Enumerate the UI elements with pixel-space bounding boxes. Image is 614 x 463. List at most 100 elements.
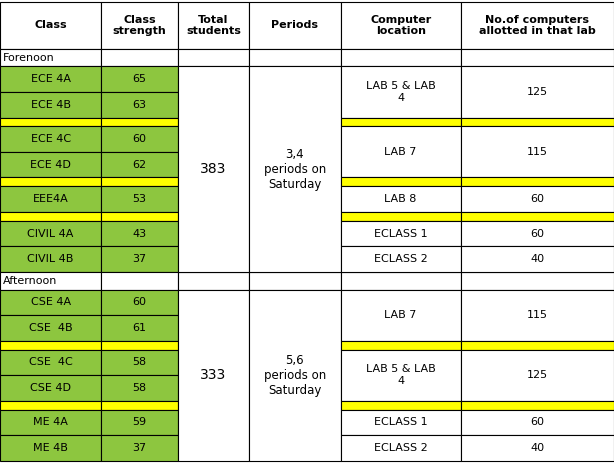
Bar (101, 177, 178, 187)
Text: 60: 60 (530, 229, 544, 238)
Bar (460, 67, 614, 118)
Bar (460, 118, 614, 126)
Bar (341, 272, 460, 290)
Text: 40: 40 (530, 443, 545, 453)
Bar (460, 350, 614, 400)
Bar (178, 67, 249, 272)
Bar (341, 290, 460, 341)
Text: 61: 61 (133, 323, 147, 333)
Bar (341, 212, 460, 221)
Bar (101, 350, 178, 375)
Bar (101, 410, 178, 435)
Bar (460, 246, 614, 272)
Bar (460, 341, 614, 350)
Text: ECLASS 2: ECLASS 2 (374, 443, 427, 453)
Bar (101, 375, 178, 400)
Bar (460, 221, 614, 246)
Bar (460, 272, 614, 290)
Text: 63: 63 (133, 100, 147, 110)
Text: 60: 60 (530, 418, 544, 427)
Bar (101, 126, 178, 152)
Text: LAB 5 & LAB
4: LAB 5 & LAB 4 (366, 364, 435, 386)
Text: 60: 60 (530, 194, 544, 204)
Bar (101, 272, 178, 290)
Text: 333: 333 (200, 368, 227, 382)
Text: Computer
location: Computer location (370, 15, 431, 36)
Text: 62: 62 (133, 160, 147, 170)
Bar (341, 187, 460, 212)
Text: ME 4B: ME 4B (33, 443, 68, 453)
Bar (460, 290, 614, 341)
Bar (0, 400, 101, 410)
Text: Class: Class (34, 20, 67, 31)
Text: 40: 40 (530, 254, 545, 264)
Bar (0, 272, 101, 290)
Bar (341, 221, 460, 246)
Bar (101, 221, 178, 246)
Bar (0, 177, 101, 187)
Bar (101, 246, 178, 272)
Text: ECE 4C: ECE 4C (31, 134, 71, 144)
Bar (0, 350, 101, 375)
Text: 3,4
periods on
Saturday: 3,4 periods on Saturday (263, 148, 326, 191)
Bar (101, 435, 178, 461)
Text: No.of computers
allotted in that lab: No.of computers allotted in that lab (479, 15, 596, 36)
Bar (341, 410, 460, 435)
Bar (178, 2, 249, 49)
Bar (0, 375, 101, 400)
Bar (178, 49, 249, 67)
Text: ECLASS 2: ECLASS 2 (374, 254, 427, 264)
Text: 37: 37 (133, 443, 147, 453)
Text: 37: 37 (133, 254, 147, 264)
Bar (101, 315, 178, 341)
Bar (101, 400, 178, 410)
Text: CSE  4B: CSE 4B (29, 323, 72, 333)
Bar (249, 49, 341, 67)
Bar (0, 126, 101, 152)
Text: Periods: Periods (271, 20, 318, 31)
Bar (101, 67, 178, 92)
Bar (101, 118, 178, 126)
Bar (249, 290, 341, 461)
Bar (249, 2, 341, 49)
Text: 5,6
periods on
Saturday: 5,6 periods on Saturday (263, 354, 326, 397)
Bar (101, 187, 178, 212)
Bar (341, 341, 460, 350)
Bar (341, 126, 460, 177)
Text: 125: 125 (527, 370, 548, 380)
Bar (460, 212, 614, 221)
Text: CSE 4A: CSE 4A (31, 298, 71, 307)
Text: CSE  4C: CSE 4C (29, 357, 72, 368)
Bar (460, 126, 614, 177)
Bar (460, 2, 614, 49)
Text: ECE 4D: ECE 4D (30, 160, 71, 170)
Bar (101, 341, 178, 350)
Text: 58: 58 (133, 357, 147, 368)
Bar (460, 410, 614, 435)
Text: LAB 8: LAB 8 (384, 194, 417, 204)
Bar (0, 435, 101, 461)
Bar (0, 152, 101, 177)
Text: 115: 115 (527, 147, 548, 157)
Text: 65: 65 (133, 74, 147, 84)
Text: LAB 7: LAB 7 (384, 147, 417, 157)
Bar (249, 67, 341, 272)
Bar (460, 49, 614, 67)
Bar (341, 49, 460, 67)
Bar (178, 272, 249, 290)
Bar (341, 2, 460, 49)
Bar (101, 290, 178, 315)
Bar (0, 246, 101, 272)
Bar (341, 67, 460, 118)
Bar (0, 410, 101, 435)
Text: ME 4A: ME 4A (33, 418, 68, 427)
Bar (341, 350, 460, 400)
Text: Afternoon: Afternoon (3, 276, 58, 286)
Text: 58: 58 (133, 383, 147, 393)
Bar (101, 49, 178, 67)
Text: 60: 60 (133, 298, 147, 307)
Bar (101, 212, 178, 221)
Bar (0, 67, 101, 92)
Text: ECLASS 1: ECLASS 1 (374, 229, 427, 238)
Bar (0, 341, 101, 350)
